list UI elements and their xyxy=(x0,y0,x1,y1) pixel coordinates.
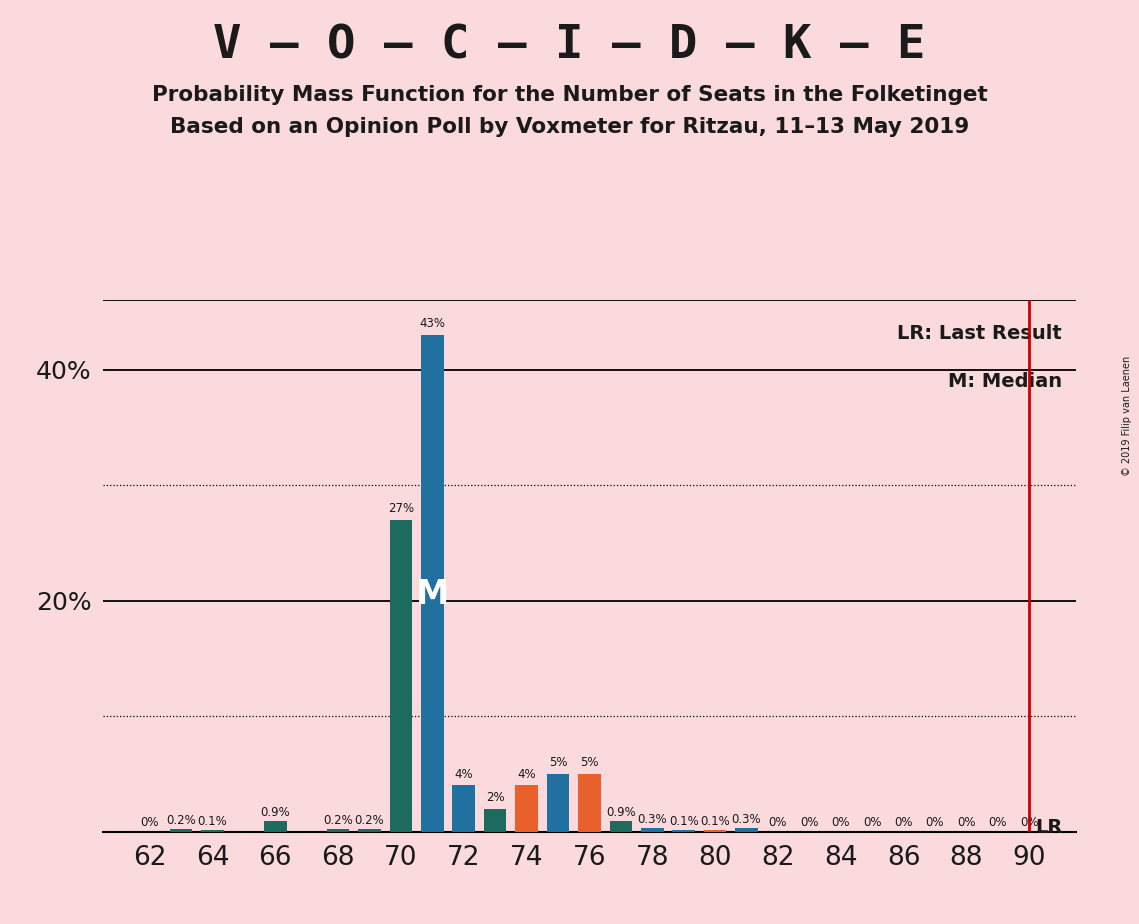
Text: 0.1%: 0.1% xyxy=(197,815,228,828)
Text: 0.2%: 0.2% xyxy=(354,814,384,827)
Text: 5%: 5% xyxy=(580,756,599,769)
Text: Based on an Opinion Poll by Voxmeter for Ritzau, 11–13 May 2019: Based on an Opinion Poll by Voxmeter for… xyxy=(170,117,969,138)
Text: LR: Last Result: LR: Last Result xyxy=(898,324,1062,343)
Text: 0%: 0% xyxy=(863,816,882,830)
Bar xyxy=(704,831,727,832)
Bar xyxy=(579,774,600,832)
Text: 0%: 0% xyxy=(800,816,819,830)
Bar xyxy=(390,519,412,832)
Text: 5%: 5% xyxy=(549,756,567,769)
Text: 0%: 0% xyxy=(831,816,850,830)
Bar xyxy=(170,830,192,832)
Text: 43%: 43% xyxy=(419,317,445,331)
Bar xyxy=(264,821,287,832)
Bar xyxy=(359,830,380,832)
Bar xyxy=(484,808,507,832)
Text: 0.9%: 0.9% xyxy=(606,806,636,819)
Text: 4%: 4% xyxy=(454,768,473,781)
Text: 0%: 0% xyxy=(769,816,787,830)
Bar xyxy=(327,830,350,832)
Bar xyxy=(672,831,695,832)
Bar xyxy=(202,831,223,832)
Text: 0.9%: 0.9% xyxy=(261,806,290,819)
Text: Probability Mass Function for the Number of Seats in the Folketinget: Probability Mass Function for the Number… xyxy=(151,85,988,105)
Bar xyxy=(515,785,538,832)
Text: 2%: 2% xyxy=(486,791,505,804)
Text: 0.2%: 0.2% xyxy=(323,814,353,827)
Text: 0.1%: 0.1% xyxy=(669,815,698,828)
Text: 0%: 0% xyxy=(894,816,912,830)
Text: 0%: 0% xyxy=(926,816,944,830)
Bar xyxy=(735,828,757,832)
Text: M: M xyxy=(416,578,449,612)
Text: 4%: 4% xyxy=(517,768,536,781)
Text: 0%: 0% xyxy=(1021,816,1039,830)
Bar xyxy=(609,821,632,832)
Text: 0.3%: 0.3% xyxy=(638,813,667,826)
Text: 0.2%: 0.2% xyxy=(166,814,196,827)
Text: V – O – C – I – D – K – E: V – O – C – I – D – K – E xyxy=(213,23,926,68)
Text: LR: LR xyxy=(1035,818,1063,837)
Bar xyxy=(547,774,570,832)
Text: 0%: 0% xyxy=(957,816,976,830)
Text: © 2019 Filip van Laenen: © 2019 Filip van Laenen xyxy=(1122,356,1132,476)
Text: 0%: 0% xyxy=(989,816,1007,830)
Text: 0.1%: 0.1% xyxy=(700,815,730,828)
Text: 27%: 27% xyxy=(388,502,413,516)
Text: 0%: 0% xyxy=(140,816,158,830)
Bar xyxy=(421,335,444,832)
Bar xyxy=(641,828,664,832)
Text: M: Median: M: Median xyxy=(948,372,1062,391)
Bar xyxy=(452,785,475,832)
Text: 0.3%: 0.3% xyxy=(731,813,761,826)
